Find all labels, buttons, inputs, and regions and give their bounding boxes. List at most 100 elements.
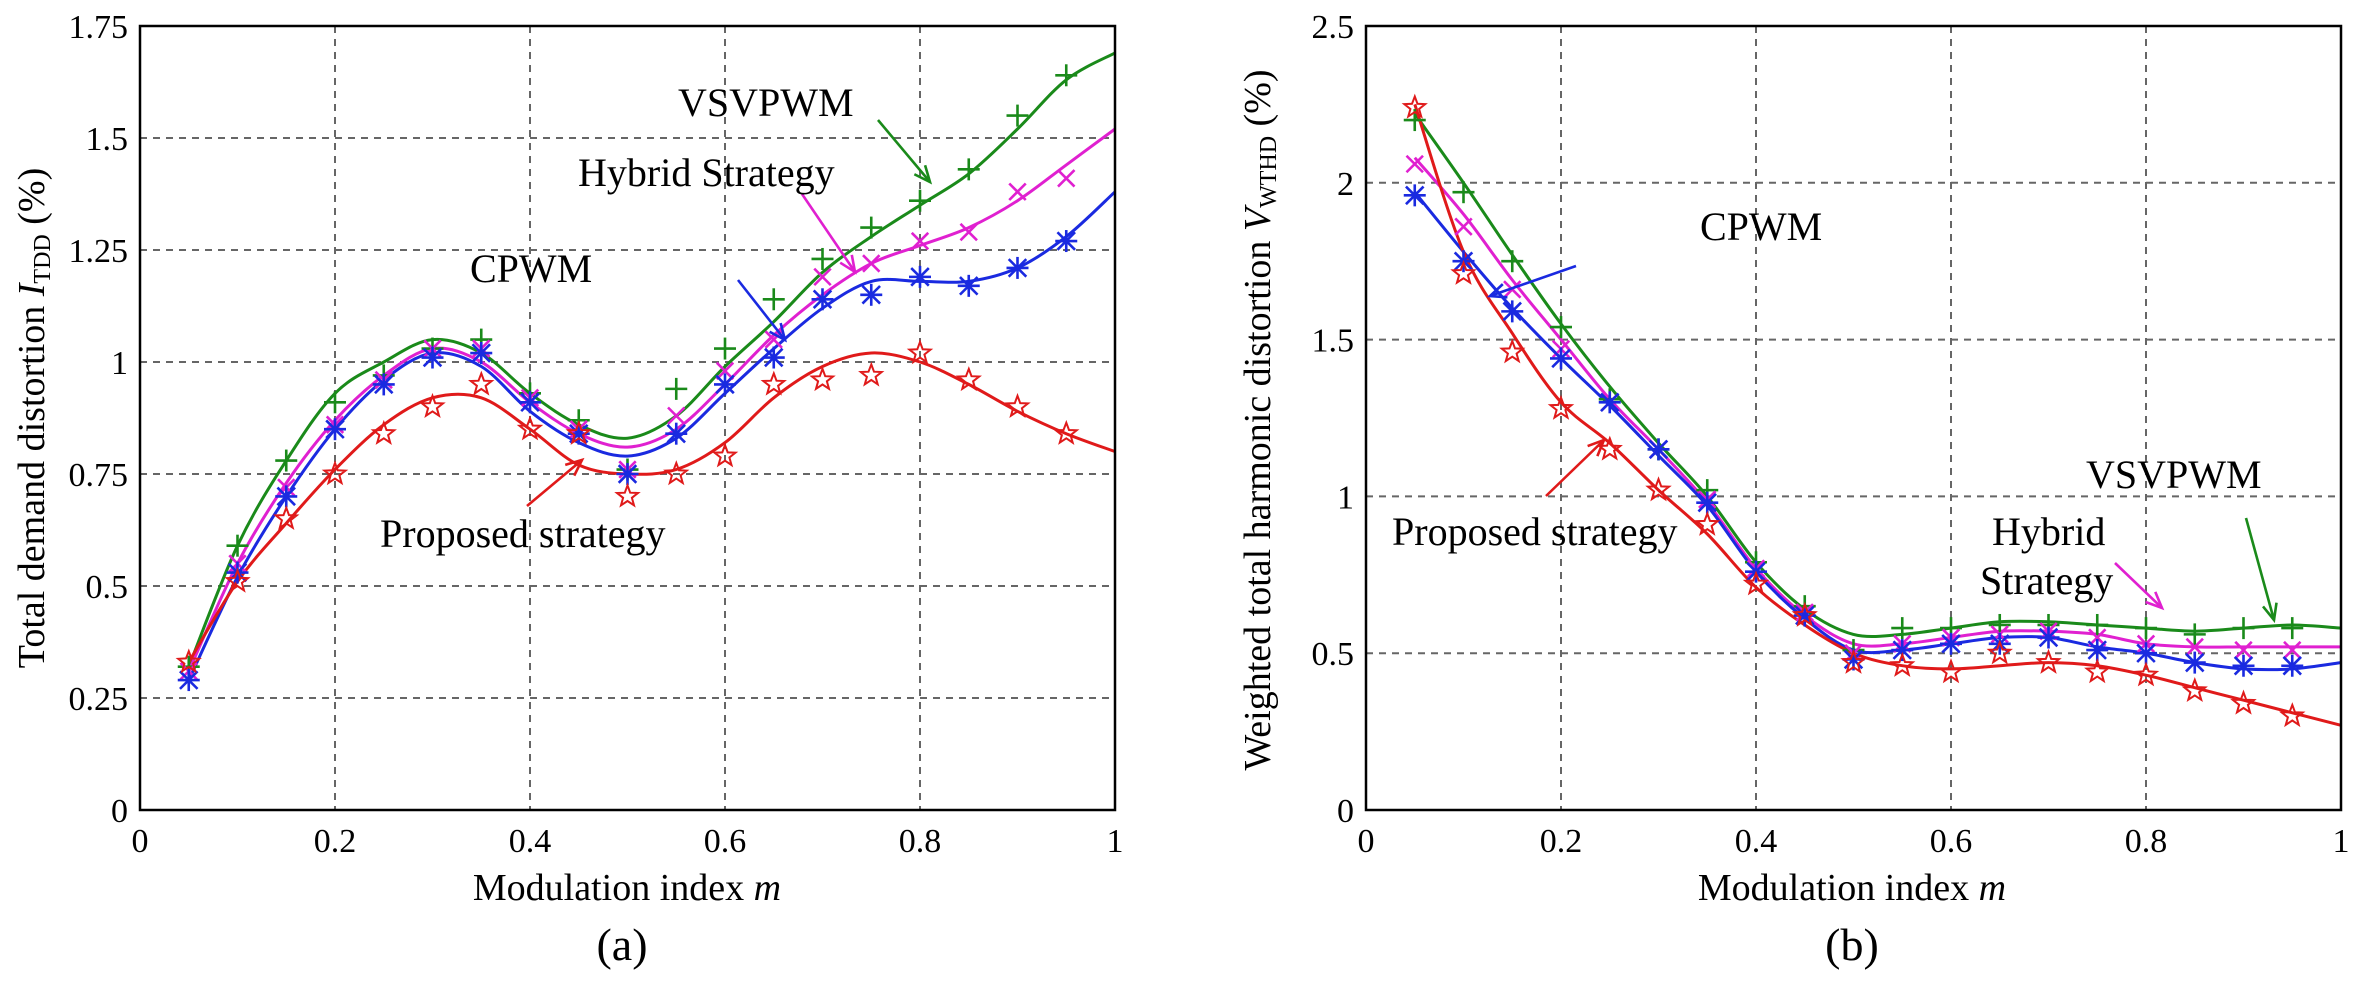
- chart-a-series-hybrid-strategy-point: [959, 222, 978, 242]
- chart-b-y-axis-label-sub: WTHD: [1256, 136, 1282, 208]
- chart-b-series-hybrid-strategy-point: [2283, 640, 2302, 660]
- chart-b-y-tick-label: 2.5: [1312, 9, 1355, 46]
- chart-a-x-tick-label: 0.6: [704, 823, 747, 860]
- chart-b-y-axis-label-unit: (%): [1237, 69, 1279, 135]
- chart-a-series-vsvpwm-point: [957, 158, 980, 181]
- chart-b-series-cpwm-point: [1403, 184, 1426, 207]
- chart-a-series-proposed-strategy-point: [1004, 392, 1031, 419]
- chart-a-series-cpwm-point: [372, 373, 395, 396]
- chart-b-y-ticks: 0 0.5 1 1.5 2 2.5: [1312, 9, 1355, 830]
- chart-a-series-vsvpwm-point: [275, 449, 298, 472]
- chart-b-x-axis-label-text: Modulation index: [1698, 867, 1979, 909]
- chart-a-series-cpwm-line: [187, 190, 1117, 681]
- chart-a-x-axis-label-var: m: [754, 867, 781, 909]
- chart-b-series-cpwm-point: [1598, 391, 1621, 414]
- chart-a-y-tick-label: 0.25: [69, 681, 129, 718]
- chart-a-annotation-arrow: [526, 457, 585, 507]
- chart-b: 0 0.2 0.4 0.6 0.8 1 0 0.5 1 1.5 2 2.5 VSVPWM Hybri…: [1237, 9, 2350, 970]
- chart-a-y-tick-label: 1.75: [69, 9, 129, 46]
- chart-a-x-tick-label: 0.2: [314, 823, 357, 860]
- chart-b-annotation-hybrid-line1: Hybrid: [1992, 509, 2105, 554]
- chart-b-series-cpwm-point: [1647, 438, 1670, 461]
- chart-b-annotation-proposed: Proposed strategy: [1392, 509, 1678, 554]
- chart-a-series-proposed-strategy-point: [711, 442, 739, 468]
- chart-b-x-tick-label: 0.4: [1735, 823, 1778, 860]
- chart-a-series-proposed-strategy-point: [516, 415, 544, 441]
- chart-b-series-vsvpwm-point: [1988, 613, 2011, 636]
- chart-a-series-vsvpwm-point: [714, 337, 736, 360]
- chart-b-series-proposed-strategy-point: [2035, 648, 2062, 674]
- chart-b-y-tick-label: 0.5: [1312, 636, 1355, 673]
- chart-a-arrows: [526, 119, 933, 507]
- chart-b-series-proposed-strategy-point: [1645, 476, 1672, 502]
- chart-b-series-hybrid-strategy-line: [1413, 156, 2341, 649]
- chart-a-annotation-vsvpwm: VSVPWM: [678, 80, 854, 125]
- chart-b-curves: [1413, 103, 2342, 727]
- chart-a-panel-label: (a): [596, 919, 647, 970]
- chart-a-series-proposed-strategy-point: [175, 648, 202, 674]
- chart-a-series-cpwm-point: [909, 265, 931, 288]
- chart-b-x-tick-label: 0.6: [1930, 823, 1973, 860]
- chart-a-series-cpwm-point: [275, 485, 298, 508]
- chart-b-series-proposed-strategy-point: [1742, 570, 1770, 596]
- chart-a-series-cpwm-point: [811, 288, 834, 311]
- chart-b-series-vsvpwm-point: [2086, 613, 2109, 636]
- chart-a-series-proposed-strategy-point: [224, 567, 251, 593]
- chart-a-series-proposed-strategy-point: [809, 366, 836, 392]
- chart-a-series-vsvpwm-point: [762, 288, 785, 311]
- chart-b-x-tick-label: 0.2: [1540, 823, 1583, 860]
- chart-b-series-vsvpwm-point: [1501, 250, 1524, 273]
- chart-b-series-cpwm-point: [2281, 654, 2304, 677]
- chart-a-annotation-arrow: [800, 193, 857, 275]
- chart-b-series-cpwm-point: [2037, 626, 2060, 649]
- chart-a-series-vsvpwm-point: [1055, 64, 1078, 87]
- chart-b-series-cpwm-point: [2183, 651, 2206, 674]
- chart-a-series-hybrid-strategy-point: [813, 267, 832, 287]
- chart-a-series-vsvpwm-point: [1006, 104, 1029, 127]
- chart-b-series-vsvpwm-point: [1550, 316, 1572, 339]
- chart-b-series-proposed-strategy-point: [1889, 651, 1916, 677]
- chart-a-series-hybrid-strategy-line: [187, 127, 1116, 672]
- chart-b-x-tick-label: 0: [1358, 823, 1375, 860]
- chart-a-series-hybrid-strategy-point: [715, 361, 735, 381]
- chart-b-series-vsvpwm-point: [2183, 623, 2206, 646]
- chart-a-series-hybrid-strategy-point: [862, 254, 881, 273]
- chart-b-series-proposed-strategy-point: [1401, 93, 1428, 119]
- chart-a-series-proposed-strategy-point: [663, 460, 690, 486]
- chart-b-series-hybrid-strategy-point: [2185, 637, 2204, 657]
- chart-a-series-proposed-strategy-point: [906, 339, 934, 365]
- chart-a-series-proposed-strategy-point: [565, 419, 592, 445]
- chart-a-markers: [175, 64, 1080, 692]
- chart-a-y-axis-label-symbol: I: [11, 281, 53, 297]
- chart-b-series-cpwm-point: [1940, 632, 1962, 655]
- chart-b-y-axis-label-text: Weighted total harmonic distortion: [1237, 231, 1279, 770]
- chart-a-series-proposed-strategy-point: [858, 361, 885, 387]
- chart-b-series-proposed-strategy-point: [1547, 394, 1575, 420]
- chart-a-series-cpwm-point: [421, 346, 444, 369]
- chart-b-series-proposed-strategy-point: [1791, 601, 1818, 627]
- chart-a-y-tick-label: 0.75: [69, 457, 129, 494]
- chart-b-series-vsvpwm-point: [2281, 617, 2304, 640]
- chart-a-series-cpwm-point: [1055, 230, 1078, 253]
- chart-b-series-vsvpwm-line: [1413, 112, 2342, 639]
- chart-a-y-ticks: 0 0.25 0.5 0.75 1 1.25 1.5 1.75: [69, 9, 129, 830]
- chart-a-grid: [140, 26, 1115, 810]
- chart-b-series-vsvpwm-point: [1891, 617, 1914, 640]
- chart-a-y-axis-label-text: Total demand distortion: [11, 296, 53, 668]
- chart-a-annotation-arrow: [877, 119, 933, 185]
- chart-a-series-vsvpwm-point: [909, 189, 931, 212]
- chart-b-series-proposed-strategy-point: [1450, 259, 1477, 285]
- chart-b-series-proposed-strategy-point: [1694, 510, 1721, 536]
- chart-b-series-hybrid-strategy-point: [1454, 217, 1473, 236]
- chart-b-series-vsvpwm-point: [2135, 617, 2157, 640]
- chart-a-series-vsvpwm-point: [811, 247, 834, 270]
- chart-b-series-cpwm-point: [1891, 639, 1914, 662]
- chart-b-series-proposed-strategy-point: [1986, 639, 2013, 665]
- chart-a-series-vsvpwm-line: [187, 51, 1116, 668]
- chart-a-y-tick-label: 1: [111, 345, 128, 382]
- chart-a-series-proposed-strategy-point: [370, 419, 397, 445]
- chart-a-series-hybrid-strategy-point: [910, 231, 930, 251]
- chart-a-series-proposed-strategy-point: [955, 366, 982, 392]
- chart-a-series-hybrid-strategy-point: [667, 406, 686, 425]
- chart-b-series-proposed-strategy-point: [2181, 676, 2208, 703]
